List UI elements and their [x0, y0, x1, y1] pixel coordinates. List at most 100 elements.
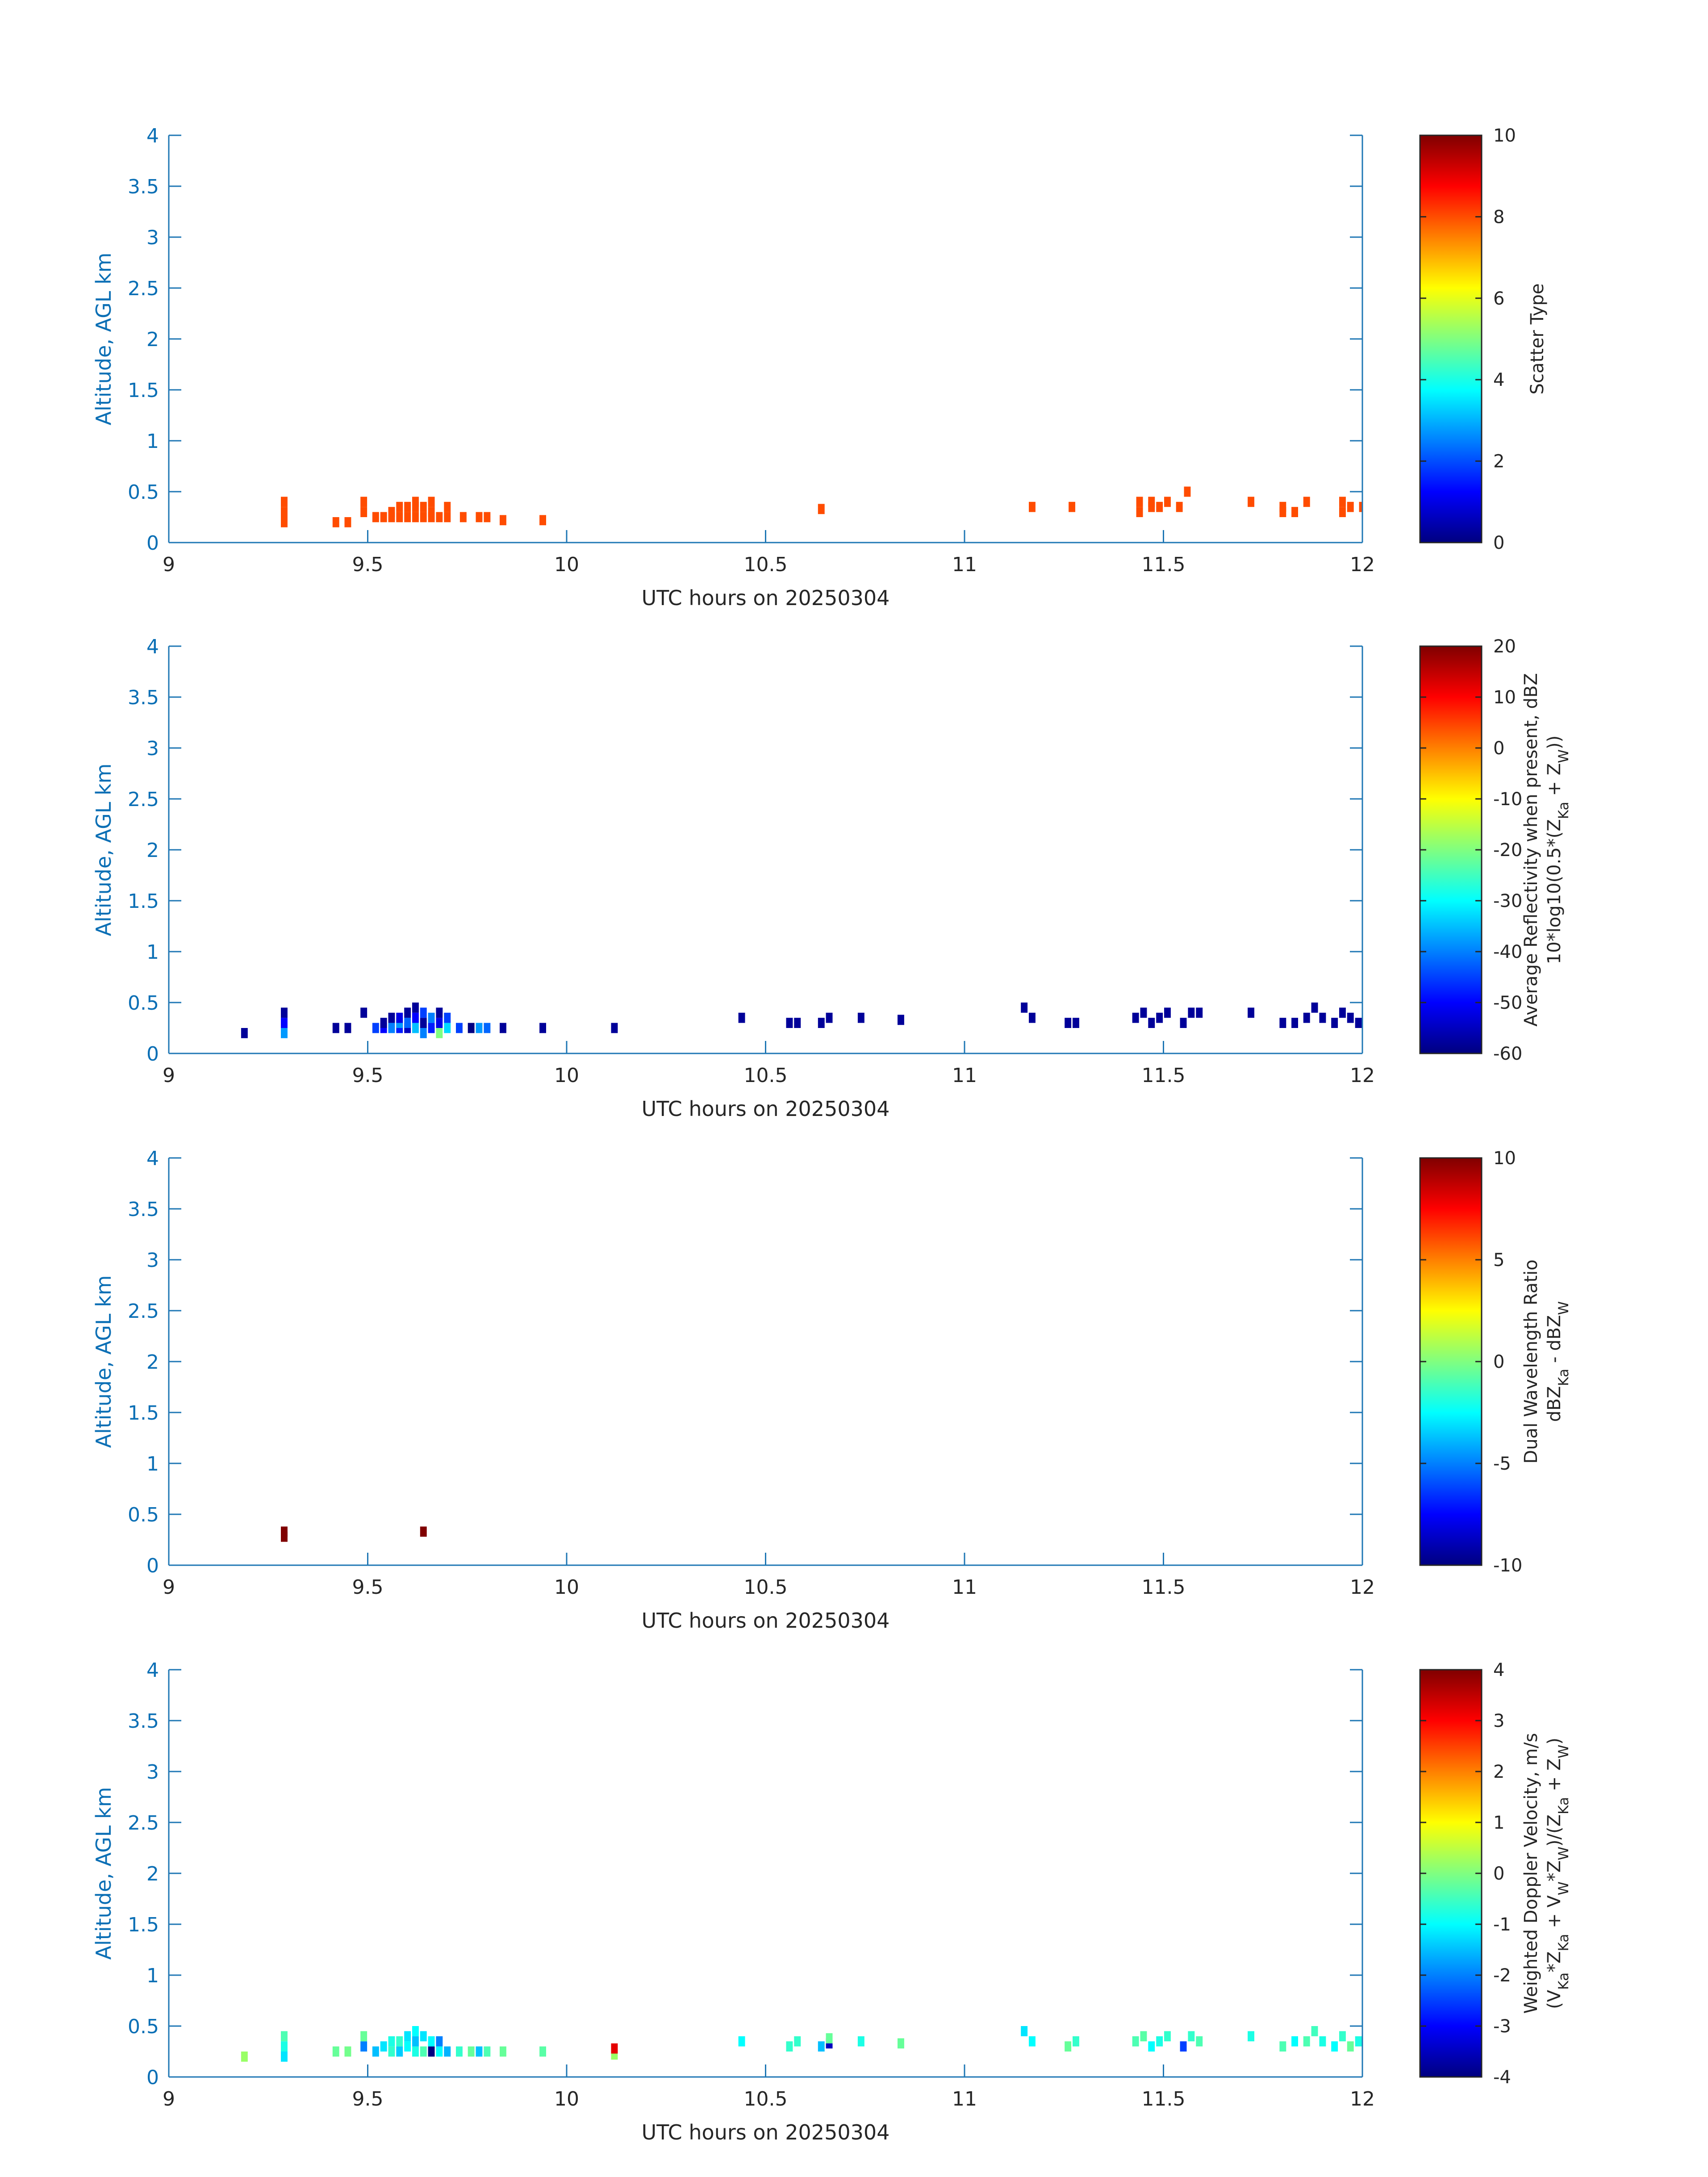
y-tick-label: 1.5: [128, 1402, 159, 1425]
x-tick-label: 11: [952, 1576, 977, 1599]
data-cell: [281, 517, 288, 527]
data-cell: [1303, 497, 1310, 507]
data-cell: [420, 1526, 427, 1537]
data-cell: [1029, 501, 1036, 512]
data-cell: [332, 517, 339, 527]
x-tick-label: 12: [1350, 2088, 1375, 2110]
y-axis-label: Altitude, AGL km: [92, 1275, 116, 1448]
data-cell: [412, 1012, 419, 1023]
colorbar-tick-label: -60: [1493, 1044, 1522, 1064]
data-cell: [360, 507, 367, 517]
y-axis-label: Altitude, AGL km: [92, 1787, 116, 1960]
data-cell: [1331, 1018, 1338, 1028]
data-cell: [281, 1526, 288, 1537]
colorbar-tick-label: 2: [1493, 1762, 1504, 1782]
data-cell: [786, 2041, 793, 2052]
data-cell: [1196, 1007, 1203, 1018]
data-cell: [404, 1007, 411, 1018]
colorbar-tick-label: -1: [1493, 1914, 1511, 1935]
heatmap-cells: [281, 486, 1362, 527]
data-cell: [1156, 1012, 1163, 1023]
data-cell: [468, 2046, 475, 2057]
y-tick-label: 2: [146, 328, 159, 351]
data-cell: [1029, 1012, 1036, 1023]
data-cell: [1164, 497, 1171, 507]
x-axis-label: UTC hours on 20250304: [642, 1097, 890, 1121]
x-axis-label: UTC hours on 20250304: [642, 586, 890, 610]
data-cell: [1021, 1003, 1028, 1013]
data-cell: [611, 1023, 618, 1033]
data-cell: [476, 1023, 483, 1033]
data-cell: [1248, 497, 1254, 507]
x-tick-label: 11: [952, 2088, 977, 2110]
data-cell: [332, 2046, 339, 2057]
data-cell: [539, 1023, 546, 1033]
data-cell: [436, 1018, 443, 1028]
data-cell: [404, 1018, 411, 1028]
y-tick-label: 0: [146, 2066, 159, 2089]
colorbar: -10 -5 0 5 10 Dual Wavelength Ratio dBZKa - dB…: [1419, 1148, 1572, 1576]
data-cell: [372, 512, 379, 522]
y-tick-label: 0.5: [128, 1504, 159, 1526]
x-tick-label: 10.5: [744, 1064, 788, 1087]
colorbar-label-line: Scatter Type: [1527, 284, 1548, 395]
data-cell: [1347, 1012, 1354, 1023]
data-cell: [1136, 507, 1143, 517]
data-cell: [360, 1007, 367, 1018]
data-cell: [857, 1012, 864, 1023]
data-cell: [281, 2041, 288, 2052]
y-tick-label: 3: [146, 737, 159, 760]
colorbar-tick-label: -10: [1493, 789, 1522, 810]
data-cell: [794, 1018, 801, 1028]
data-cell: [1156, 501, 1163, 512]
data-cell: [412, 2036, 419, 2047]
heatmap-cells: [241, 1003, 1362, 1038]
data-cell: [1180, 2041, 1187, 2052]
data-cell: [444, 2046, 451, 2057]
data-cell: [1339, 1007, 1346, 1018]
data-cell: [1291, 2036, 1298, 2047]
data-cell: [241, 2052, 248, 2062]
data-cell: [786, 1018, 793, 1028]
y-tick-label: 3.5: [128, 686, 159, 709]
data-cell: [1279, 1018, 1286, 1028]
colorbar-tick-label: 1: [1493, 1813, 1504, 1833]
y-tick-label: 1.5: [128, 1914, 159, 1936]
y-tick-label: 3: [146, 226, 159, 249]
x-tick-label: 10: [554, 2088, 579, 2110]
colorbar-label-line: dBZKa - dBZW: [1544, 1301, 1572, 1422]
colorbar-tick-label: 3: [1493, 1711, 1504, 1731]
data-cell: [1065, 1018, 1072, 1028]
data-cell: [344, 517, 351, 527]
y-tick-label: 4: [146, 635, 159, 658]
data-cell: [444, 512, 451, 522]
data-cell: [1140, 1007, 1147, 1018]
data-cell: [818, 2041, 825, 2052]
data-cell: [344, 1023, 351, 1033]
data-cell: [857, 2036, 864, 2047]
data-cell: [1065, 2041, 1072, 2052]
data-cell: [281, 1018, 288, 1028]
data-cell: [420, 2046, 427, 2057]
x-tick-label: 9: [163, 2088, 175, 2110]
data-cell: [1148, 1018, 1155, 1028]
data-cell: [281, 1028, 288, 1038]
y-tick-label: 2: [146, 839, 159, 862]
x-tick-label: 10.5: [744, 1576, 788, 1599]
heatmap-cells: [241, 2026, 1362, 2062]
colorbar-label-line: 10*log10(0.5*(ZKa + ZW)): [1544, 735, 1572, 964]
data-cell: [500, 2046, 506, 2057]
data-cell: [396, 512, 403, 522]
data-cell: [818, 1018, 825, 1028]
data-cell: [1132, 1012, 1139, 1023]
y-tick-label: 1.5: [128, 379, 159, 402]
y-tick-label: 3: [146, 1761, 159, 1784]
y-tick-label: 4: [146, 1147, 159, 1170]
data-cell: [380, 1018, 387, 1028]
colorbar-tick-label: 6: [1493, 288, 1504, 309]
data-cell: [826, 1012, 833, 1023]
data-cell: [484, 512, 491, 522]
y-tick-label: 1: [146, 941, 159, 964]
